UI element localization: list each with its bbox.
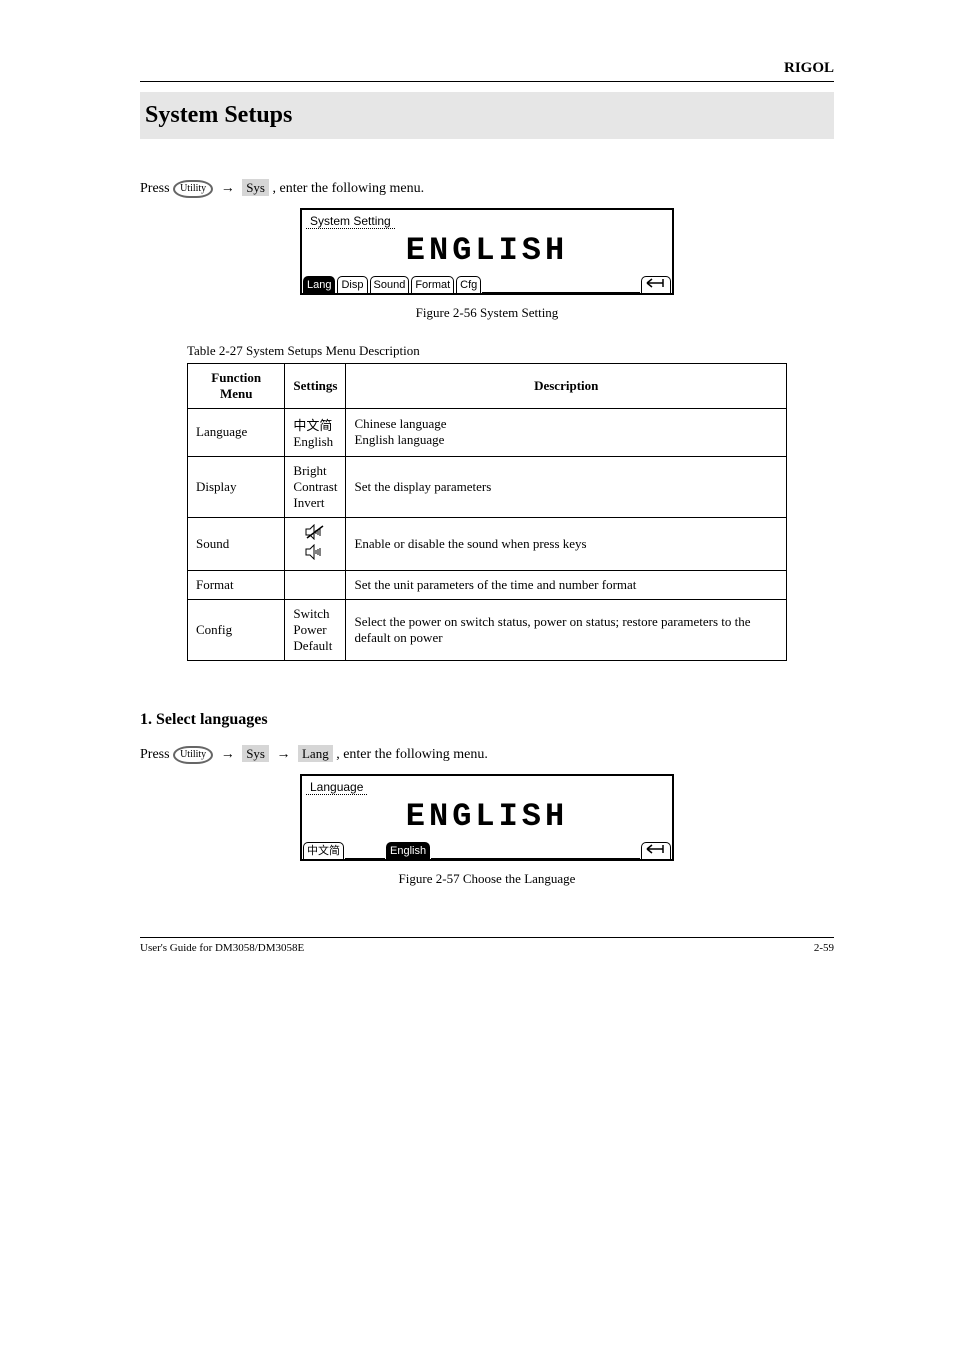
scr2-tabs: 中文简 English <box>302 837 672 859</box>
brand-text: RIGOL <box>140 60 834 77</box>
cell-desc: Select the power on switch status, power… <box>346 599 787 660</box>
cell-menu: Language <box>188 408 285 456</box>
table-body: Language 中文简 English Chinese language En… <box>188 408 787 660</box>
sys-softkey: Sys <box>242 179 269 196</box>
section-heading: System Setups <box>140 92 834 139</box>
press-label: Press <box>140 747 170 762</box>
footer-right: 2-59 <box>814 942 834 954</box>
sub-number: 1. <box>140 711 152 728</box>
scr2-tab-zh: 中文简 <box>303 842 344 859</box>
utility-key-icon: Utility <box>173 746 213 764</box>
sound-off-icon <box>305 544 325 563</box>
scr2-tab-back-arrow-icon <box>641 842 671 859</box>
table-row: Language 中文简 English Chinese language En… <box>188 408 787 456</box>
press-label: Press <box>140 181 170 196</box>
scr1-tab-format: Format <box>411 276 454 293</box>
scr1-title: System Setting <box>306 212 395 229</box>
press-line-2: Press Utility → Sys → Lang , enter the f… <box>140 745 834 764</box>
arrow-icon: → <box>221 179 235 195</box>
utility-key-icon: Utility <box>173 180 213 198</box>
press-tail: , enter the following menu. <box>336 747 488 762</box>
sound-on-icon <box>305 524 325 543</box>
table-row: Display Bright Contrast Invert Set the d… <box>188 456 787 517</box>
cell-menu: Format <box>188 570 285 599</box>
footer-left: User's Guide for DM3058/DM3058E <box>140 942 304 954</box>
cell-settings <box>285 570 346 599</box>
footer-rule <box>140 937 834 938</box>
press-tail: , enter the following menu. <box>272 181 424 196</box>
scr1-tab-lang: Lang <box>303 276 335 293</box>
cell-menu: Sound <box>188 517 285 570</box>
arrow-icon: → <box>221 745 235 761</box>
cell-menu: Config <box>188 599 285 660</box>
cell-settings: Bright Contrast Invert <box>285 456 346 517</box>
scr2-title: Language <box>306 778 367 795</box>
cell-settings: 中文简 English <box>285 408 346 456</box>
figure1-caption: Figure 2-56 System Setting <box>140 305 834 321</box>
lang-softkey: Lang <box>298 745 333 762</box>
th-menu: Function Menu <box>188 363 285 408</box>
screenshot-system-setting: System Setting ENGLISH Lang Disp Sound F… <box>300 208 674 295</box>
table-row: Sound <box>188 517 787 570</box>
arrow-icon: → <box>276 745 290 761</box>
scr2-tab-english: English <box>386 842 430 859</box>
scr1-tab-cfg: Cfg <box>456 276 481 293</box>
screenshot-language: Language ENGLISH 中文简 English <box>300 774 674 861</box>
cell-settings-sound <box>285 517 346 570</box>
cell-desc: Chinese language English language <box>346 408 787 456</box>
press-line-1: Press Utility → Sys , enter the followin… <box>140 179 834 198</box>
scr1-tab-disp: Disp <box>337 276 367 293</box>
table-row: Format Set the unit parameters of the ti… <box>188 570 787 599</box>
cell-desc: Set the display parameters <box>346 456 787 517</box>
footer: User's Guide for DM3058/DM3058E 2-59 <box>140 942 834 954</box>
menu-table: Function Menu Settings Description Langu… <box>187 363 787 661</box>
scr1-tabs: Lang Disp Sound Format Cfg <box>302 271 672 293</box>
scr1-tab-sound: Sound <box>370 276 410 293</box>
cell-desc: Enable or disable the sound when press k… <box>346 517 787 570</box>
th-settings: Settings <box>285 363 346 408</box>
figure2-caption: Figure 2-57 Choose the Language <box>140 871 834 887</box>
cell-settings: Switch Power Default <box>285 599 346 660</box>
scr1-main: ENGLISH <box>302 230 672 271</box>
subheading-language: 1. Select languages <box>140 711 834 729</box>
sub-title: Select languages <box>156 711 268 728</box>
th-desc: Description <box>346 363 787 408</box>
scr2-main: ENGLISH <box>302 796 672 837</box>
table1-caption: Table 2-27 System Setups Menu Descriptio… <box>187 343 787 359</box>
cell-desc: Set the unit parameters of the time and … <box>346 570 787 599</box>
table-row: Config Switch Power Default Select the p… <box>188 599 787 660</box>
cell-menu: Display <box>188 456 285 517</box>
scr1-tab-back-arrow-icon <box>641 276 671 293</box>
sys-softkey: Sys <box>242 745 269 762</box>
header-rule <box>140 81 834 82</box>
